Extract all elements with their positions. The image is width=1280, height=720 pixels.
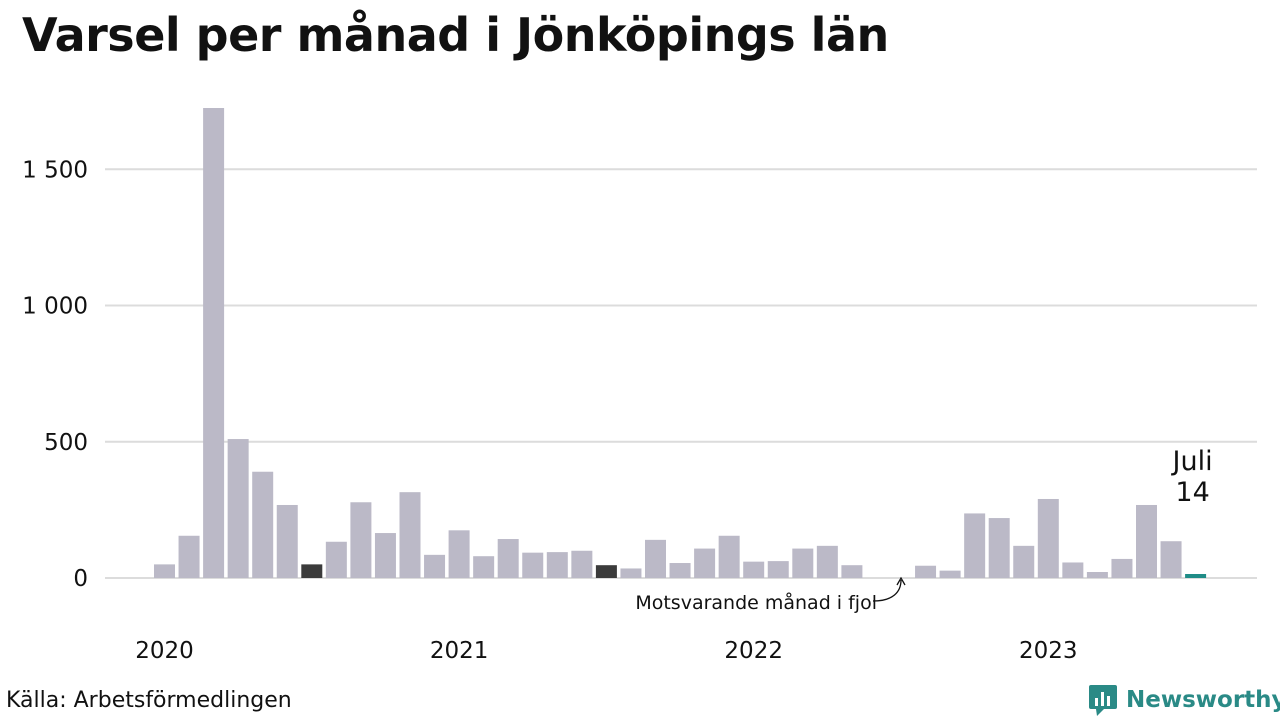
newsworthy-logo-icon bbox=[1089, 685, 1117, 716]
bar bbox=[939, 570, 961, 578]
bar bbox=[1185, 574, 1207, 578]
y-tick-label: 1 500 bbox=[22, 157, 88, 183]
bar bbox=[743, 561, 765, 578]
bar bbox=[1013, 545, 1035, 578]
bar bbox=[374, 533, 396, 578]
current-month-label: Juli bbox=[1171, 446, 1213, 477]
bar bbox=[767, 561, 789, 578]
bar bbox=[645, 539, 666, 578]
bar bbox=[473, 556, 495, 578]
chart-title: Varsel per månad i Jönköpings län bbox=[22, 8, 889, 62]
bar bbox=[227, 439, 249, 578]
bar bbox=[497, 539, 519, 578]
bar bbox=[792, 548, 814, 578]
bar bbox=[669, 563, 691, 578]
bar bbox=[915, 565, 937, 578]
bar bbox=[1037, 498, 1059, 578]
bar bbox=[620, 568, 642, 578]
bar bbox=[988, 518, 1010, 578]
bar bbox=[424, 554, 446, 578]
bar bbox=[571, 550, 593, 578]
bar bbox=[718, 535, 740, 578]
brand-name: Newsworthy bbox=[1126, 687, 1280, 713]
bar bbox=[252, 471, 274, 578]
bar bbox=[1160, 541, 1182, 578]
annotation-arrow bbox=[872, 579, 902, 602]
brand-logo: Newsworthy bbox=[1088, 684, 1280, 716]
bar bbox=[816, 545, 838, 578]
same-month-last-year-label: Motsvarande månad i fjol bbox=[635, 591, 877, 614]
bar bbox=[841, 565, 863, 578]
bar bbox=[448, 530, 470, 578]
bar bbox=[276, 504, 298, 578]
bar bbox=[325, 541, 347, 578]
bar bbox=[694, 548, 716, 578]
x-year-label: 2022 bbox=[724, 638, 783, 664]
bar bbox=[350, 502, 372, 578]
bar bbox=[546, 552, 568, 578]
bar bbox=[1111, 558, 1133, 578]
bar bbox=[154, 564, 175, 578]
bar bbox=[399, 492, 421, 578]
source-note: Källa: Arbetsförmedlingen bbox=[6, 688, 292, 713]
bar bbox=[964, 513, 986, 578]
y-tick-label: 0 bbox=[73, 566, 88, 592]
bar bbox=[522, 552, 544, 578]
bar bbox=[178, 535, 200, 578]
y-tick-label: 1 000 bbox=[22, 294, 88, 320]
x-year-label: 2020 bbox=[135, 638, 194, 664]
bar bbox=[1086, 572, 1108, 578]
bar bbox=[595, 565, 617, 578]
bar bbox=[301, 564, 323, 578]
current-value-label: 14 bbox=[1175, 477, 1209, 508]
bar bbox=[203, 108, 225, 578]
annotation-arrowhead bbox=[896, 576, 906, 586]
bar bbox=[1062, 562, 1084, 578]
bar bbox=[1136, 504, 1157, 578]
x-year-label: 2021 bbox=[430, 638, 489, 664]
x-year-label: 2023 bbox=[1019, 638, 1078, 664]
y-tick-label: 500 bbox=[44, 430, 88, 456]
